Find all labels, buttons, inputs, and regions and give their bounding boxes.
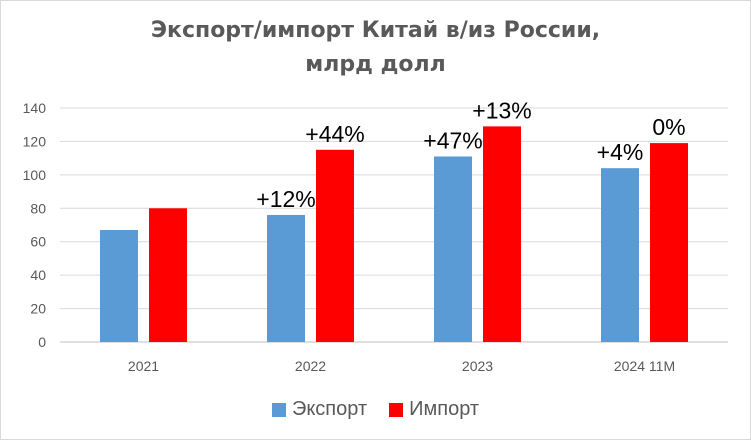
chart-title: Экспорт/импорт Китай в/из России, млрд д… [0,14,751,82]
y-tick-label: 100 [23,167,47,183]
x-category-label: 2024 11M [614,358,675,374]
x-category-label: 2023 [462,358,493,374]
legend-label-import: Импорт [409,398,480,420]
legend-item-export: Экспорт [271,398,368,421]
bar-data-label: 0% [652,114,685,140]
x-category-label: 2021 [128,358,159,374]
bar-data-label: +4% [597,139,644,165]
y-tick-label: 120 [23,133,47,149]
bar-data-label: +12% [256,186,315,212]
chart-title-line-2: млрд долл [305,52,446,77]
bar-data-label: +44% [305,121,364,147]
y-tick-label: 40 [30,267,46,283]
chart-legend: Экспорт Импорт [0,398,751,421]
y-tick-label: 20 [30,301,46,317]
chart-title-line-1: Экспорт/импорт Китай в/из России, [150,18,601,43]
legend-swatch-export [271,402,286,417]
bar-export [100,230,138,342]
bar-export [434,156,472,342]
bar-data-label: +13% [472,97,531,123]
bar-import [149,208,187,342]
legend-item-import: Импорт [389,398,479,421]
bar-data-label: +47% [423,127,482,153]
bar-export [267,214,305,342]
x-category-label: 2022 [295,358,326,374]
y-tick-label: 60 [30,234,46,250]
bar-import [483,126,521,342]
legend-swatch-import [389,402,404,417]
bar-import [650,143,688,342]
y-tick-label: 0 [38,334,46,350]
legend-label-export: Экспорт [291,398,368,420]
bar-export [601,168,639,342]
y-tick-label: 80 [30,200,46,216]
y-tick-label: 140 [23,100,47,116]
bar-import [316,149,354,342]
